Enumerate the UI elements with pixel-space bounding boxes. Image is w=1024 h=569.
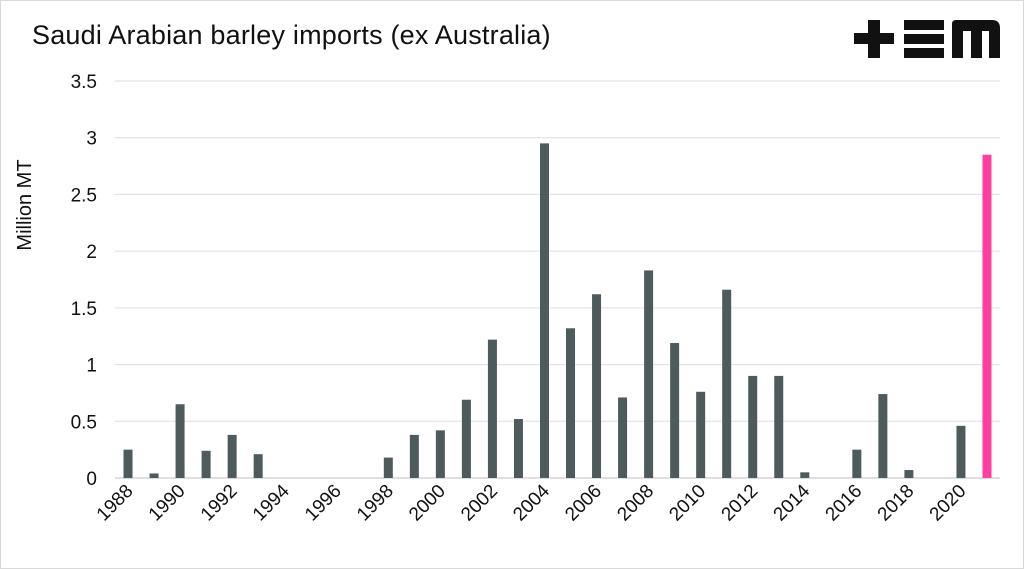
bar-2001	[461, 399, 471, 478]
bar-2020	[956, 425, 966, 478]
tem-logo	[854, 20, 1000, 58]
x-tick-label: 1990	[145, 481, 190, 526]
chart-title: Saudi Arabian barley imports (ex Austral…	[32, 20, 551, 50]
bar-2013	[774, 375, 784, 478]
x-tick-label: 2000	[405, 481, 450, 526]
bar-1990	[175, 404, 185, 478]
bar-1993	[253, 454, 263, 478]
bar-2002	[487, 339, 497, 478]
x-tick-label: 2010	[665, 481, 710, 526]
x-tick-label: 2014	[770, 480, 815, 525]
y-tick-label: 1.5	[71, 299, 97, 320]
bar-2005	[566, 328, 576, 478]
bar-1991	[201, 450, 211, 478]
y-tick-label: 3	[86, 129, 97, 150]
bar-2014	[800, 472, 810, 478]
bar-1989	[149, 473, 159, 478]
x-tick-label: 2012	[718, 481, 763, 526]
x-tick-label: 2002	[457, 481, 502, 526]
x-tick-label: 2008	[613, 481, 658, 526]
bar-2004	[539, 143, 549, 478]
bar-2018	[904, 470, 914, 478]
bar-1999	[409, 434, 419, 478]
bar-2008	[644, 270, 654, 478]
x-tick-label: 2020	[926, 481, 971, 526]
bars	[123, 143, 992, 478]
bar-2000	[435, 430, 445, 478]
y-tick-label: 0.5	[71, 412, 97, 433]
x-tick-label: 2018	[874, 481, 919, 526]
y-tick-labels: 0 0.5 1 1.5 2 2.5 3 3.5	[71, 72, 97, 490]
y-tick-label: 2.5	[71, 185, 97, 206]
bar-1998	[383, 457, 393, 478]
y-tick-label: 1	[86, 356, 97, 377]
y-tick-label: 3.5	[71, 72, 97, 93]
x-tick-label: 1992	[197, 481, 242, 526]
x-tick-label: 2004	[509, 480, 554, 525]
x-tick-label: 1998	[353, 481, 398, 526]
bar-2003	[513, 419, 523, 478]
y-tick-label: 2	[86, 242, 97, 263]
bar-2010	[696, 391, 706, 478]
gridlines	[115, 80, 1000, 479]
bar-2009	[670, 343, 680, 478]
bar-1992	[227, 434, 237, 478]
x-tick-label: 2006	[561, 481, 606, 526]
bar-2012	[748, 375, 758, 478]
y-tick-label: 0	[86, 469, 97, 490]
bar-2007	[618, 397, 628, 478]
bar-1988	[123, 449, 133, 478]
x-tick-label: 1994	[249, 480, 294, 525]
x-tick-label: 1996	[301, 481, 346, 526]
bar-2011	[722, 289, 732, 478]
x-tick-label: 1988	[93, 481, 138, 526]
x-tick-labels: 1988 1990 1992 1994 1996 1998 2000 2002 2004 2006…	[93, 480, 971, 525]
bar-2006	[592, 294, 602, 478]
x-tick-label: 2016	[822, 481, 867, 526]
bar-2017	[878, 394, 888, 478]
bar-2016	[852, 449, 862, 478]
bar-2021	[982, 154, 992, 478]
